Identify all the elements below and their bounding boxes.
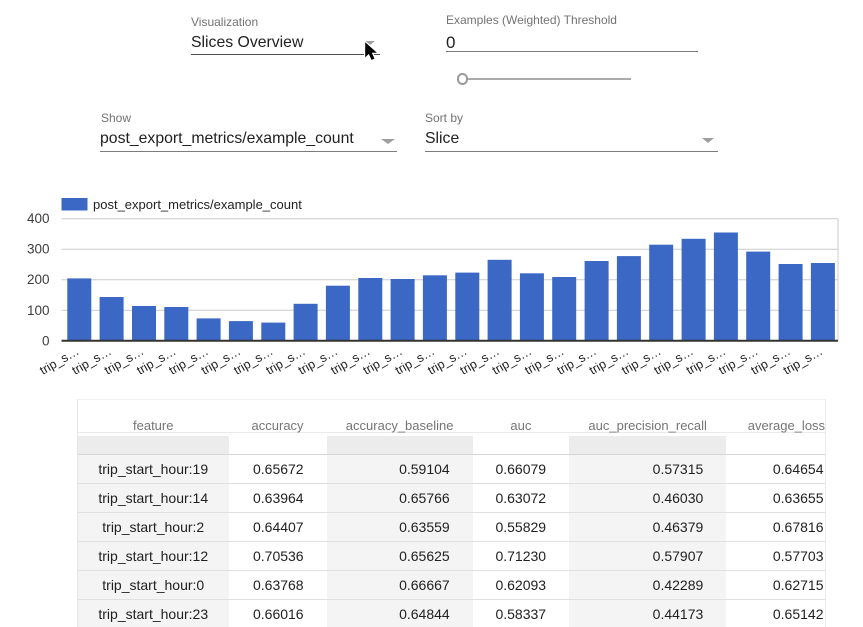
svg-text:300: 300 bbox=[27, 242, 50, 257]
svg-text:100: 100 bbox=[27, 303, 50, 318]
svg-text:400: 400 bbox=[27, 211, 50, 226]
svg-text:0: 0 bbox=[42, 333, 50, 348]
svg-text:post_export_metrics/example_co: post_export_metrics/example_count bbox=[93, 197, 302, 212]
svg-text:200: 200 bbox=[27, 272, 50, 287]
